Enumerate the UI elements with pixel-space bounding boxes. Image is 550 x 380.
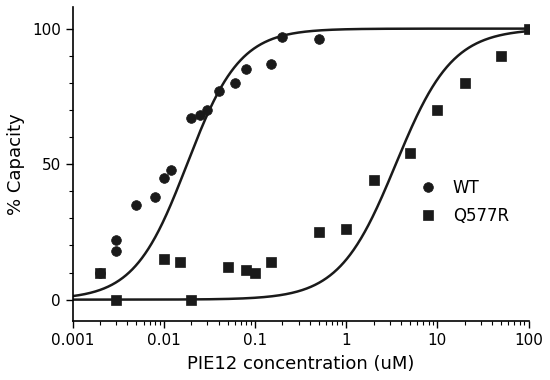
Q577R — [177, 260, 183, 264]
X-axis label: PIE12 concentration (uM): PIE12 concentration (uM) — [187, 355, 414, 373]
WT — [204, 108, 211, 112]
WT — [113, 238, 119, 242]
Q577R — [498, 54, 504, 58]
Q577R — [113, 297, 119, 302]
WT — [243, 67, 250, 71]
Q577R — [252, 270, 258, 275]
Q577R — [188, 297, 195, 302]
Q577R — [97, 270, 103, 275]
WT — [268, 62, 274, 66]
Q577R — [224, 265, 231, 269]
Q577R — [316, 230, 322, 234]
Line: WT: WT — [95, 32, 323, 277]
WT — [168, 167, 174, 172]
Q577R — [243, 268, 250, 272]
Line: Q577R: Q577R — [95, 24, 534, 304]
WT — [316, 37, 322, 42]
WT — [216, 89, 222, 93]
WT — [152, 194, 158, 199]
Q577R — [406, 151, 413, 155]
WT — [97, 270, 103, 275]
Y-axis label: % Capacity: % Capacity — [7, 113, 25, 215]
Legend: WT, Q577R: WT, Q577R — [405, 172, 516, 231]
WT — [279, 35, 286, 39]
WT — [197, 113, 204, 118]
Q577R — [434, 108, 441, 112]
WT — [113, 249, 119, 253]
WT — [133, 203, 140, 207]
WT — [161, 176, 167, 180]
WT — [232, 81, 238, 85]
Q577R — [461, 81, 468, 85]
Q577R — [343, 227, 349, 231]
Q577R — [370, 178, 377, 183]
Q577R — [525, 26, 532, 31]
WT — [188, 116, 195, 120]
Q577R — [268, 260, 274, 264]
Q577R — [161, 257, 167, 261]
